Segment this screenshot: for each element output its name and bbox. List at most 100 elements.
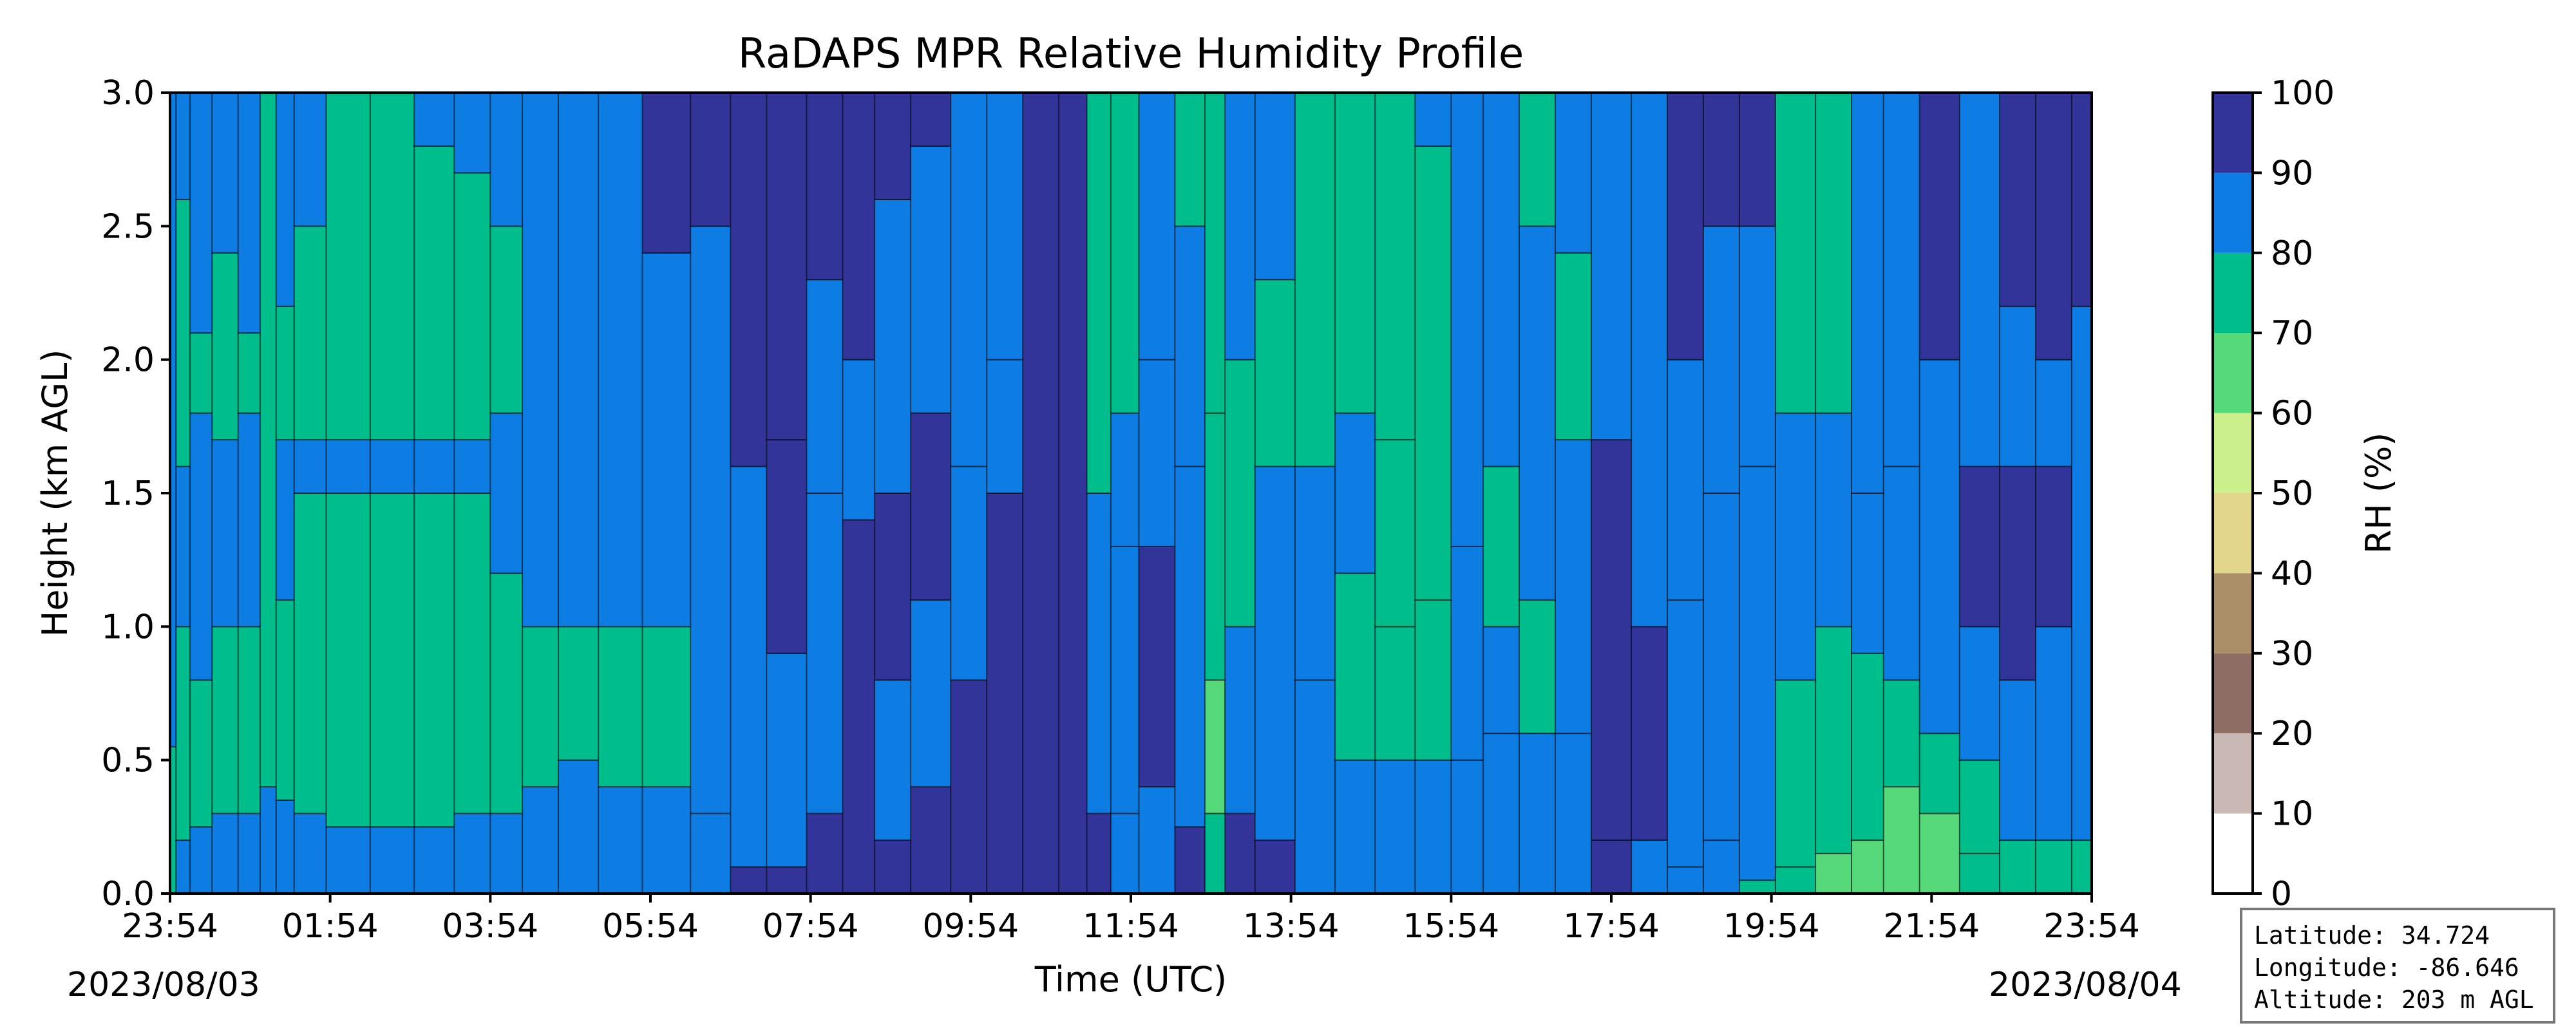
- y-axis-label: Height (km AGL): [35, 350, 75, 637]
- y-tick-label: 0.5: [101, 742, 155, 780]
- rh-band: [1224, 92, 1256, 360]
- rh-band: [2034, 465, 2073, 628]
- rh-band: [369, 439, 416, 494]
- x-tick-label: 23:54: [2043, 907, 2140, 946]
- colorbar-tick-label: 40: [2271, 554, 2313, 593]
- rh-band: [1774, 412, 1817, 681]
- rh-band: [1882, 786, 1921, 894]
- rh-band: [1918, 812, 1961, 894]
- rh-band: [1738, 465, 1777, 881]
- rh-band: [211, 439, 240, 628]
- rh-band: [1815, 626, 1853, 854]
- rh-band: [1519, 733, 1557, 894]
- rh-band: [1738, 225, 1777, 467]
- rh-band: [1738, 879, 1777, 895]
- rh-band: [1414, 599, 1453, 761]
- rh-band: [874, 92, 912, 200]
- rh-band: [211, 252, 240, 441]
- rh-band: [2070, 839, 2093, 894]
- x-tick-label: 19:54: [1723, 907, 1820, 946]
- rh-band: [1851, 492, 1885, 654]
- rh-band: [211, 812, 240, 894]
- rh-band: [558, 92, 600, 628]
- rh-band: [1110, 545, 1141, 814]
- rh-band: [598, 92, 644, 628]
- rh-band: [1958, 465, 2001, 628]
- colorbar-segment: [2213, 573, 2253, 653]
- rh-band: [1999, 839, 2037, 894]
- rh-band: [489, 812, 524, 894]
- rh-band: [275, 799, 296, 895]
- rh-band: [730, 866, 768, 894]
- station-info-box: Latitude: 34.724 Longitude: -86.646 Alti…: [2240, 908, 2555, 1024]
- rh-band: [175, 465, 191, 628]
- rh-band: [1204, 412, 1226, 681]
- x-tick-label: 21:54: [1883, 907, 1980, 946]
- rh-band: [950, 92, 988, 467]
- rh-band: [1999, 679, 2037, 841]
- chart-title: RaDAPS MPR Relative Humidity Profile: [738, 30, 1524, 78]
- x-tick-label: 23:54: [122, 907, 218, 946]
- rh-band: [369, 92, 416, 441]
- y-tick-label: 2.0: [101, 341, 155, 380]
- rh-band: [1667, 359, 1705, 601]
- colorbar-segment: [2213, 813, 2253, 894]
- rh-band: [1204, 679, 1226, 814]
- rh-band: [1254, 465, 1296, 841]
- rh-band: [189, 332, 214, 414]
- rh-band: [1334, 759, 1377, 894]
- rh-band: [1958, 92, 2001, 467]
- rh-band: [489, 225, 524, 414]
- rh-band: [1958, 852, 2001, 895]
- rh-band: [1482, 92, 1520, 467]
- x-tick-label: 07:54: [762, 907, 859, 946]
- rh-band: [2034, 626, 2073, 841]
- rh-band: [1334, 572, 1377, 761]
- rh-band: [1058, 92, 1088, 894]
- rh-band: [1224, 359, 1256, 628]
- colorbar-segment: [2213, 733, 2253, 814]
- rh-band: [1774, 866, 1817, 894]
- rh-band: [1851, 839, 1885, 894]
- end-date-label: 2023/08/04: [1989, 966, 2182, 1004]
- rh-band: [211, 626, 240, 814]
- x-tick-label: 09:54: [922, 907, 1019, 946]
- rh-band: [950, 465, 988, 681]
- rh-band: [1224, 812, 1256, 894]
- colorbar-segment: [2213, 413, 2253, 493]
- rh-band: [1999, 305, 2037, 467]
- rh-band: [874, 492, 912, 681]
- rh-band: [259, 92, 278, 788]
- rh-band: [1254, 92, 1296, 281]
- rh-band: [1851, 652, 1885, 841]
- rh-band: [1519, 599, 1557, 735]
- rh-band: [598, 626, 644, 788]
- rh-band: [1815, 852, 1853, 895]
- start-date-label: 2023/08/03: [67, 966, 260, 1004]
- rh-band: [1999, 465, 2037, 681]
- rh-band: [1482, 465, 1520, 628]
- rh-band: [237, 812, 261, 894]
- rh-band: [641, 92, 692, 254]
- rh-band: [2034, 92, 2073, 360]
- x-tick-label: 15:54: [1403, 907, 1499, 946]
- rh-band: [1667, 599, 1705, 868]
- rh-band: [910, 412, 952, 601]
- rh-band: [1702, 92, 1741, 227]
- rh-band: [874, 839, 912, 894]
- colorbar-tick-label: 0: [2271, 875, 2292, 913]
- rh-band: [598, 786, 644, 894]
- rh-band: [1254, 279, 1296, 467]
- rh-band: [1738, 92, 1777, 227]
- rh-band: [558, 626, 600, 761]
- rh-band: [1667, 92, 1705, 360]
- rh-band: [1374, 92, 1417, 441]
- rh-band: [842, 359, 876, 521]
- rh-band: [413, 439, 456, 494]
- rh-band: [1590, 92, 1633, 441]
- colorbar-segment: [2213, 252, 2253, 333]
- rh-band: [1374, 439, 1417, 628]
- rh-band: [1958, 626, 2001, 761]
- rh-band: [1882, 679, 1921, 788]
- rh-band: [1519, 225, 1557, 601]
